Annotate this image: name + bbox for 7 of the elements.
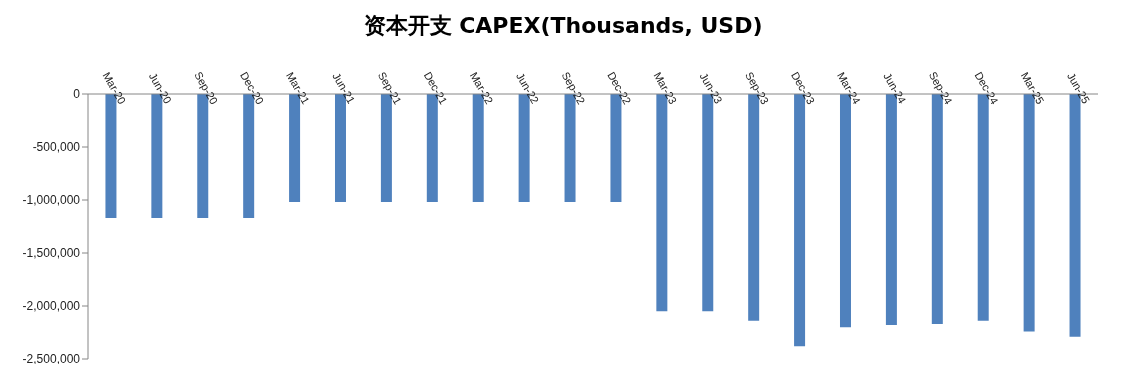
y-tick-label: -1,000,000 (22, 193, 81, 208)
y-tick-label: -1,500,000 (22, 246, 81, 261)
y-tick-label: -500,000 (32, 140, 81, 155)
y-tick-label: 0 (73, 87, 81, 102)
y-tick-label: -2,500,000 (22, 352, 81, 367)
y-tick-label: -2,000,000 (22, 299, 81, 314)
chart-title: 资本开支 CAPEX(Thousands, USD) (362, 12, 764, 40)
